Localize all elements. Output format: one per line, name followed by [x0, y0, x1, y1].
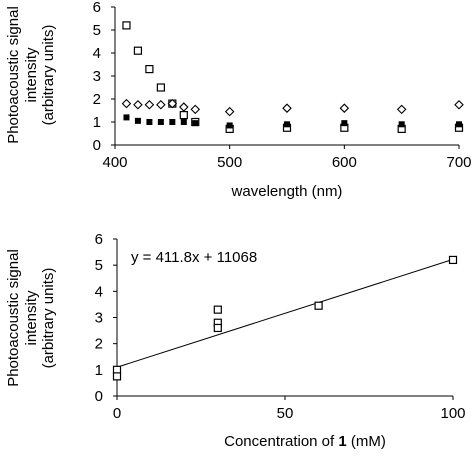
x-title-prefix: Concentration of [224, 433, 338, 450]
y-tick-label: 2 [93, 91, 101, 108]
x-tick-label: 500 [217, 154, 242, 171]
filled-square-marker [157, 119, 164, 125]
open-diamond-marker [282, 103, 292, 113]
open-square-marker [213, 323, 222, 333]
top-x-ticks: 400 500 600 700 [102, 145, 472, 171]
y-tick-label: 6 [93, 0, 101, 16]
y-tick-label: 1 [95, 362, 103, 379]
open-square-marker [133, 46, 143, 55]
bottom-x-axis-title: Concentration of 1 (mM) [224, 433, 386, 450]
filled-square-marker [226, 122, 233, 129]
y-tick-label: 1 [93, 114, 101, 131]
open-square-marker [314, 301, 323, 310]
top-y-axis-title-line-1: Photoacoustic signal [5, 6, 22, 144]
top-y-axis-title-line-3: (arbitrary units) [40, 25, 57, 126]
x-tick-label: 100 [440, 405, 465, 422]
top-x-axis-title: wavelength (nm) [231, 183, 343, 200]
filled-square-marker [180, 119, 187, 125]
open-diamond-marker [133, 99, 143, 110]
filled-square-marker [123, 114, 130, 121]
open-diamond-marker [190, 104, 201, 115]
bottom-y-axis-title-line-1: Photoacoustic signal [5, 249, 22, 387]
top-data-points [121, 21, 464, 134]
y-tick-label: 4 [93, 45, 101, 62]
wavelength-chart: Photoacoustic signal intensity (arbitrar… [5, 0, 472, 200]
y-tick-label: 5 [93, 22, 101, 39]
bottom-data-points [112, 255, 458, 381]
open-diamond-marker [144, 99, 155, 110]
x-title-unit: (mM) [347, 433, 386, 450]
y-tick-label: 3 [95, 310, 103, 327]
open-square-marker [179, 110, 188, 120]
y-tick-label: 2 [95, 336, 103, 353]
open-square-marker [112, 372, 122, 381]
open-diamond-marker [156, 99, 166, 110]
filled-square-marker [192, 120, 199, 127]
y-tick-label: 6 [95, 231, 103, 248]
top-y-ticks: 0 1 2 3 4 5 6 [93, 0, 115, 154]
filled-square-marker [284, 121, 290, 128]
y-tick-label: 4 [95, 283, 103, 300]
filled-square-marker [456, 121, 462, 128]
x-tick-label: 50 [277, 405, 294, 422]
y-tick-label: 5 [95, 257, 103, 274]
x-tick-label: 0 [113, 405, 121, 422]
open-square-marker [145, 64, 154, 74]
bottom-y-axis-title-line-2: intensity [23, 290, 40, 346]
bottom-x-ticks: 0 50 100 [113, 396, 466, 422]
x-tick-label: 700 [446, 154, 471, 171]
y-tick-label: 0 [93, 137, 101, 154]
x-tick-label: 600 [332, 154, 357, 171]
open-diamond-marker [121, 98, 132, 109]
filled-square-marker [341, 120, 348, 127]
open-square-marker [156, 83, 165, 92]
y-tick-label: 0 [95, 388, 103, 405]
x-tick-label: 400 [102, 154, 127, 171]
concentration-chart: Photoacoustic signal intensity (arbitrar… [5, 231, 466, 450]
filled-square-marker [146, 119, 153, 125]
bottom-y-ticks: 0 1 2 3 4 5 6 [95, 231, 117, 405]
trendline [116, 258, 454, 368]
bottom-y-axis-title-line-3: (arbitrary units) [40, 268, 57, 369]
open-diamond-marker [167, 98, 178, 109]
open-square-marker [122, 21, 131, 30]
y-tick-label: 3 [93, 68, 101, 85]
open-diamond-marker [339, 103, 350, 113]
filled-square-marker [134, 117, 141, 124]
top-y-axis-title-line-2: intensity [23, 47, 40, 103]
open-diamond-marker [396, 104, 407, 115]
open-diamond-marker [454, 99, 464, 110]
open-square-marker [213, 305, 222, 314]
filled-square-marker [169, 119, 176, 125]
open-diamond-marker [179, 102, 189, 112]
filled-square-marker [398, 121, 405, 128]
open-square-marker [448, 255, 458, 265]
x-title-compound: 1 [338, 433, 346, 450]
regression-equation: y = 411.8x + 11068 [131, 249, 257, 266]
open-diamond-marker [224, 106, 235, 117]
